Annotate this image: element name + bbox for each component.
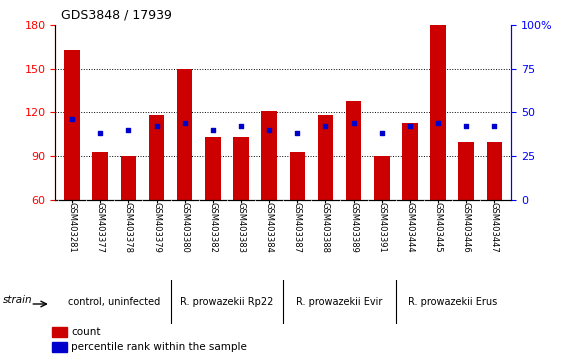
Bar — [402, 122, 418, 200]
Bar — [52, 327, 67, 337]
Text: GSM403382: GSM403382 — [209, 202, 217, 253]
Point — [406, 124, 415, 129]
Text: GSM403387: GSM403387 — [293, 202, 302, 253]
Bar — [92, 152, 108, 200]
Text: GSM403445: GSM403445 — [433, 202, 443, 253]
Point — [293, 131, 302, 136]
Bar — [261, 111, 277, 200]
Point — [96, 131, 105, 136]
Text: GSM403380: GSM403380 — [180, 202, 189, 253]
Bar — [205, 137, 221, 200]
Point — [377, 131, 386, 136]
Text: strain: strain — [3, 295, 33, 304]
Text: GSM403389: GSM403389 — [349, 202, 358, 253]
Bar — [346, 101, 361, 200]
Text: GSM403388: GSM403388 — [321, 202, 330, 253]
Point — [264, 127, 274, 133]
Text: GSM403378: GSM403378 — [124, 202, 133, 253]
Bar — [233, 137, 249, 200]
Point — [461, 124, 471, 129]
Point — [180, 120, 189, 126]
Bar — [487, 142, 502, 200]
Bar — [149, 115, 164, 200]
Text: percentile rank within the sample: percentile rank within the sample — [71, 342, 247, 352]
Text: GSM403383: GSM403383 — [236, 202, 246, 253]
Point — [208, 127, 217, 133]
Point — [490, 124, 499, 129]
Text: GSM403447: GSM403447 — [490, 202, 499, 253]
Bar — [52, 342, 67, 353]
Bar — [289, 152, 305, 200]
Text: count: count — [71, 327, 101, 337]
Text: GSM403384: GSM403384 — [265, 202, 274, 253]
Bar — [177, 69, 192, 200]
Text: GSM403444: GSM403444 — [406, 202, 414, 253]
Point — [433, 120, 443, 126]
Text: GSM403391: GSM403391 — [377, 202, 386, 253]
Bar — [64, 50, 80, 200]
Point — [67, 116, 77, 122]
Text: control, uninfected: control, uninfected — [68, 297, 160, 307]
Point — [321, 124, 330, 129]
Bar — [431, 25, 446, 200]
Text: GSM403379: GSM403379 — [152, 202, 161, 253]
Bar — [458, 142, 474, 200]
Point — [124, 127, 133, 133]
Text: GSM403446: GSM403446 — [462, 202, 471, 253]
Text: GDS3848 / 17939: GDS3848 / 17939 — [61, 8, 172, 21]
Bar — [318, 115, 333, 200]
Bar — [121, 156, 136, 200]
Text: GSM403377: GSM403377 — [96, 202, 105, 253]
Text: GSM403281: GSM403281 — [67, 202, 77, 253]
Point — [236, 124, 246, 129]
Point — [152, 124, 161, 129]
Bar — [374, 156, 389, 200]
Point — [349, 120, 358, 126]
Text: R. prowazekii Evir: R. prowazekii Evir — [296, 297, 383, 307]
Text: R. prowazekii Erus: R. prowazekii Erus — [407, 297, 497, 307]
Text: R. prowazekii Rp22: R. prowazekii Rp22 — [180, 297, 274, 307]
